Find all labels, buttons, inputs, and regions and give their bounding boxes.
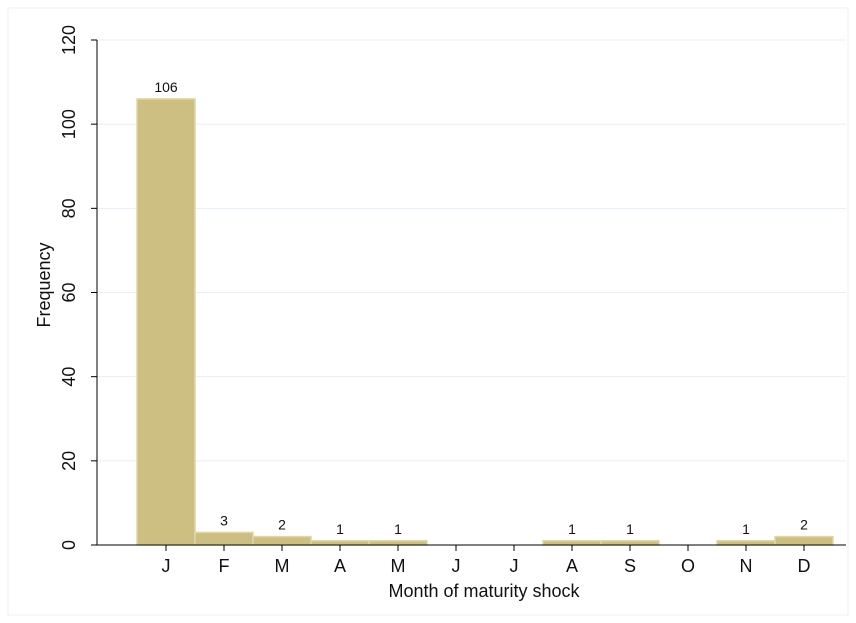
x-tick-label-3: M bbox=[275, 556, 290, 576]
x-tick-label-8: A bbox=[566, 556, 578, 576]
x-tick-label-12: D bbox=[798, 556, 811, 576]
y-tick-label-120: 120 bbox=[59, 25, 79, 55]
y-tick-label-40: 40 bbox=[59, 367, 79, 387]
x-tick-label-11: N bbox=[740, 556, 753, 576]
y-tick-label-20: 20 bbox=[59, 451, 79, 471]
x-tick-label-1: J bbox=[162, 556, 171, 576]
bar-value-label-5: 1 bbox=[394, 521, 402, 537]
bar-4 bbox=[310, 540, 370, 546]
bar-value-label-3: 2 bbox=[278, 517, 286, 533]
bars bbox=[136, 98, 834, 546]
x-tick-label-7: J bbox=[510, 556, 519, 576]
bar-data-labels: 106 3 2 1 1 1 1 1 2 bbox=[154, 79, 808, 537]
bar-value-label-1: 106 bbox=[154, 79, 178, 95]
bar-11 bbox=[716, 540, 776, 546]
y-tick-label-100: 100 bbox=[59, 109, 79, 139]
grid-lines bbox=[97, 39, 846, 462]
outer-border bbox=[7, 7, 849, 616]
y-tick-label-60: 60 bbox=[59, 282, 79, 302]
y-axis-title: Frequency bbox=[34, 242, 54, 327]
x-tick-label-6: J bbox=[452, 556, 461, 576]
bar-value-label-9: 1 bbox=[626, 521, 634, 537]
bar-9 bbox=[600, 540, 660, 546]
bar-5 bbox=[368, 540, 428, 546]
bar-12 bbox=[774, 535, 834, 546]
x-tick-label-4: A bbox=[334, 556, 346, 576]
bar-value-label-11: 1 bbox=[742, 521, 750, 537]
x-tick-label-9: S bbox=[624, 556, 636, 576]
bar-3 bbox=[252, 535, 312, 546]
x-axis-title: Month of maturity shock bbox=[388, 581, 580, 601]
bar-1 bbox=[136, 98, 196, 546]
x-tick-label-5: M bbox=[391, 556, 406, 576]
bar-value-label-4: 1 bbox=[336, 521, 344, 537]
bar-value-label-12: 2 bbox=[800, 517, 808, 533]
axes: 0 20 40 60 80 100 120 J F M A M J J A S O N D bbox=[59, 25, 846, 576]
x-tick-label-2: F bbox=[219, 556, 230, 576]
bar-value-label-2: 3 bbox=[220, 512, 228, 528]
y-tick-label-0: 0 bbox=[59, 540, 79, 550]
y-tick-label-80: 80 bbox=[59, 198, 79, 218]
x-tick-label-10: O bbox=[681, 556, 695, 576]
bar-2 bbox=[194, 531, 254, 546]
bar-8 bbox=[542, 540, 602, 546]
bar-value-label-8: 1 bbox=[568, 521, 576, 537]
